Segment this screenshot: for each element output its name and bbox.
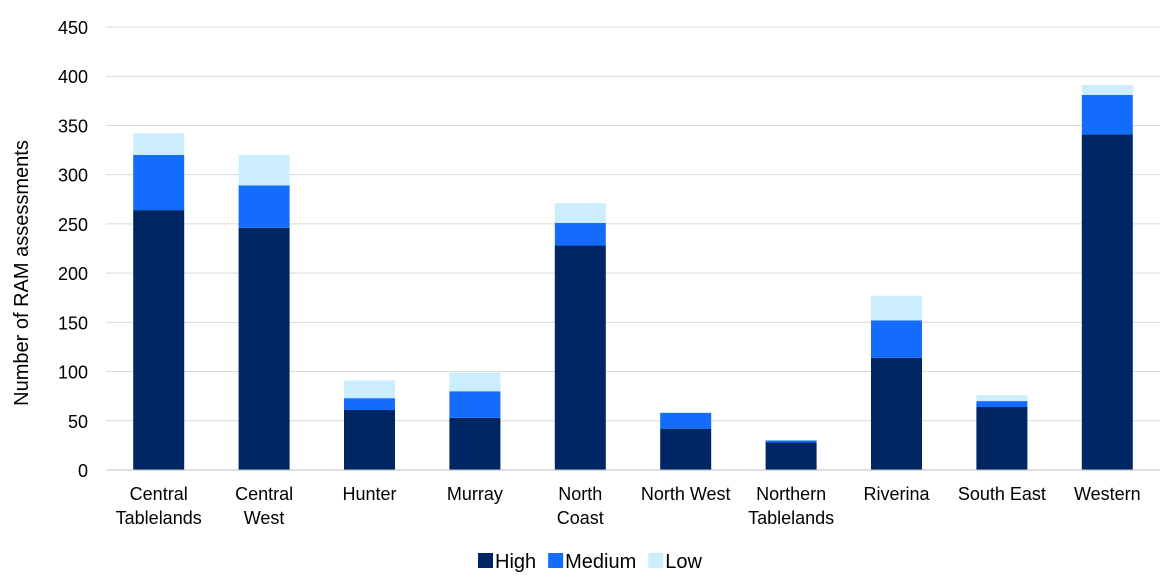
- bar-segment-high: [1081, 134, 1133, 470]
- bar-segment-high: [344, 409, 395, 470]
- bar-segment-medium: [133, 154, 185, 211]
- y-tick-label: 450: [58, 18, 88, 38]
- bar-segment-low: [133, 133, 185, 155]
- bar-segment-low: [449, 372, 501, 392]
- bar-segment-high: [765, 442, 817, 470]
- y-tick-label: 150: [58, 313, 88, 333]
- bar-segment-high: [449, 417, 501, 470]
- x-tick-label: Hunter: [342, 484, 396, 504]
- legend: High Medium Low: [478, 551, 703, 573]
- bar-segment-low: [1081, 85, 1133, 95]
- y-tick-label: 300: [58, 166, 88, 186]
- bar-segment-medium: [344, 398, 395, 410]
- bar-segment-medium: [238, 185, 290, 228]
- x-tick-label: Western: [1074, 484, 1141, 504]
- bar-segment-low: [554, 203, 606, 223]
- bar-segment-high: [871, 357, 922, 470]
- y-tick-label: 100: [58, 363, 88, 383]
- bar-segment-medium: [554, 222, 606, 246]
- bar-segment-medium: [765, 440, 817, 443]
- y-tick-label: 250: [58, 215, 88, 235]
- bar-segment-low: [660, 411, 712, 413]
- y-tick-label: 350: [58, 116, 88, 136]
- bar-segment-medium: [1081, 94, 1133, 135]
- legend-label-high: High: [495, 551, 536, 573]
- bar-segment-high: [976, 406, 1028, 470]
- x-tick-label: Northern Tablelands: [748, 484, 834, 528]
- y-tick-label: 400: [58, 67, 88, 87]
- legend-swatch-medium: [548, 553, 564, 568]
- y-tick-label: 50: [68, 412, 88, 432]
- bar-segment-low: [238, 154, 290, 186]
- bar-segment-medium: [976, 401, 1028, 407]
- bar-segment-medium: [871, 320, 922, 358]
- y-tick-label: 0: [78, 461, 88, 481]
- y-axis-title: Number of RAM assessments: [11, 140, 33, 406]
- x-tick-label: South East: [958, 484, 1046, 504]
- bars: [133, 85, 1133, 470]
- x-tick-label: North Coast: [557, 484, 604, 528]
- bar-segment-medium: [660, 412, 712, 429]
- bar-segment-high: [660, 428, 712, 470]
- y-tick-label: 200: [58, 264, 88, 284]
- axes: 0 50 100 150 200 250 300 350 400 450 Central Tablel…: [58, 18, 1160, 528]
- x-tick-label: Central West: [235, 484, 293, 528]
- bar-segment-medium: [449, 391, 501, 418]
- bar-segment-low: [976, 395, 1028, 402]
- bar-segment-high: [238, 227, 290, 470]
- bar-segment-high: [133, 210, 185, 470]
- x-tick-label: North West: [641, 484, 731, 504]
- x-tick-label: Riverina: [863, 484, 930, 504]
- x-tick-label: Murray: [447, 484, 503, 504]
- legend-label-low: Low: [665, 551, 702, 573]
- legend-swatch-high: [478, 553, 493, 568]
- x-tick-label: Central Tablelands: [116, 484, 202, 528]
- bar-segment-low: [344, 380, 395, 399]
- legend-label-medium: Medium: [565, 551, 636, 573]
- bar-segment-high: [554, 245, 606, 470]
- bar-segment-low: [871, 295, 922, 321]
- legend-swatch-low: [648, 553, 664, 568]
